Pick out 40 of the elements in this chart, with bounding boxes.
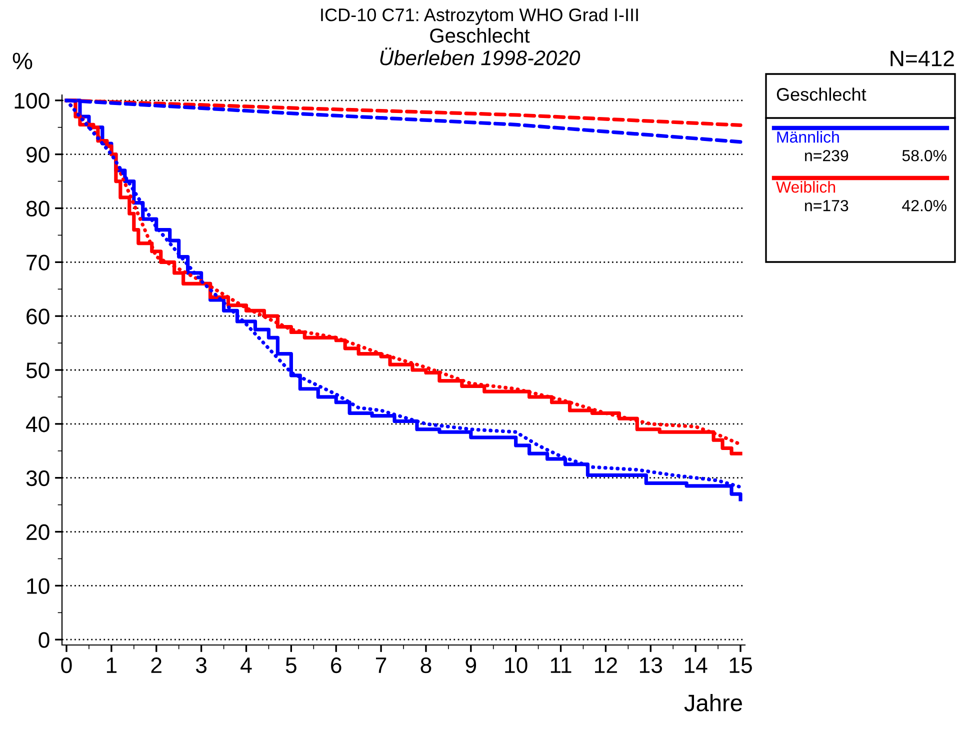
x-tick-label: 2 <box>151 657 162 673</box>
legend-title: Geschlecht <box>776 88 866 101</box>
x-tick-label: 10 <box>505 657 528 674</box>
y-tick-label: 60 <box>26 308 50 324</box>
y-tick-label: 70 <box>26 254 50 270</box>
chart-subtitle: Geschlecht <box>430 28 530 43</box>
x-tick-label: 4 <box>240 658 252 673</box>
y-tick-label: 50 <box>26 362 50 378</box>
y-tick-label: 80 <box>26 200 50 217</box>
x-tick-label: 8 <box>420 657 432 674</box>
y-tick-label: 20 <box>26 524 50 540</box>
x-tick-label: 0 <box>61 657 72 674</box>
text: 42.0% <box>902 200 946 212</box>
x-tick-label: 3 <box>196 657 206 674</box>
text: Weiblich <box>776 181 836 193</box>
y-tick-label: 10 <box>27 578 50 594</box>
x-tick-label: 13 <box>640 657 662 674</box>
y-tick-label: 90 <box>26 146 50 163</box>
x-tick-label: 11 <box>550 658 572 673</box>
y-tick-label: 30 <box>26 470 50 486</box>
y-tick-label: 40 <box>26 416 50 432</box>
x-tick-label: 1 <box>106 658 117 673</box>
chart-title: ICD-10 C71: Astrozytom WHO Grad I-III <box>321 8 638 25</box>
x-tick-label: 12 <box>595 657 617 673</box>
text: Überleben 1998-2020 <box>380 48 580 66</box>
y-axis-title: % <box>12 52 32 70</box>
x-tick-label: 9 <box>466 657 476 674</box>
y-tick-label: 0 <box>38 632 50 648</box>
text: n=239 <box>805 150 848 162</box>
x-tick-label: 15 <box>730 658 752 674</box>
y-tick-label: 100 <box>14 92 50 109</box>
text: N=412 <box>890 50 954 66</box>
text: n=173 <box>805 200 848 212</box>
x-tick-label: 6 <box>331 657 342 674</box>
x-tick-label: 5 <box>286 658 296 674</box>
x-tick-label: 7 <box>376 658 386 673</box>
x-tick-label: 14 <box>684 658 708 673</box>
text: Männlich <box>777 131 839 143</box>
text: 58.0% <box>902 150 946 162</box>
x-axis-title: Jahre <box>684 694 742 712</box>
